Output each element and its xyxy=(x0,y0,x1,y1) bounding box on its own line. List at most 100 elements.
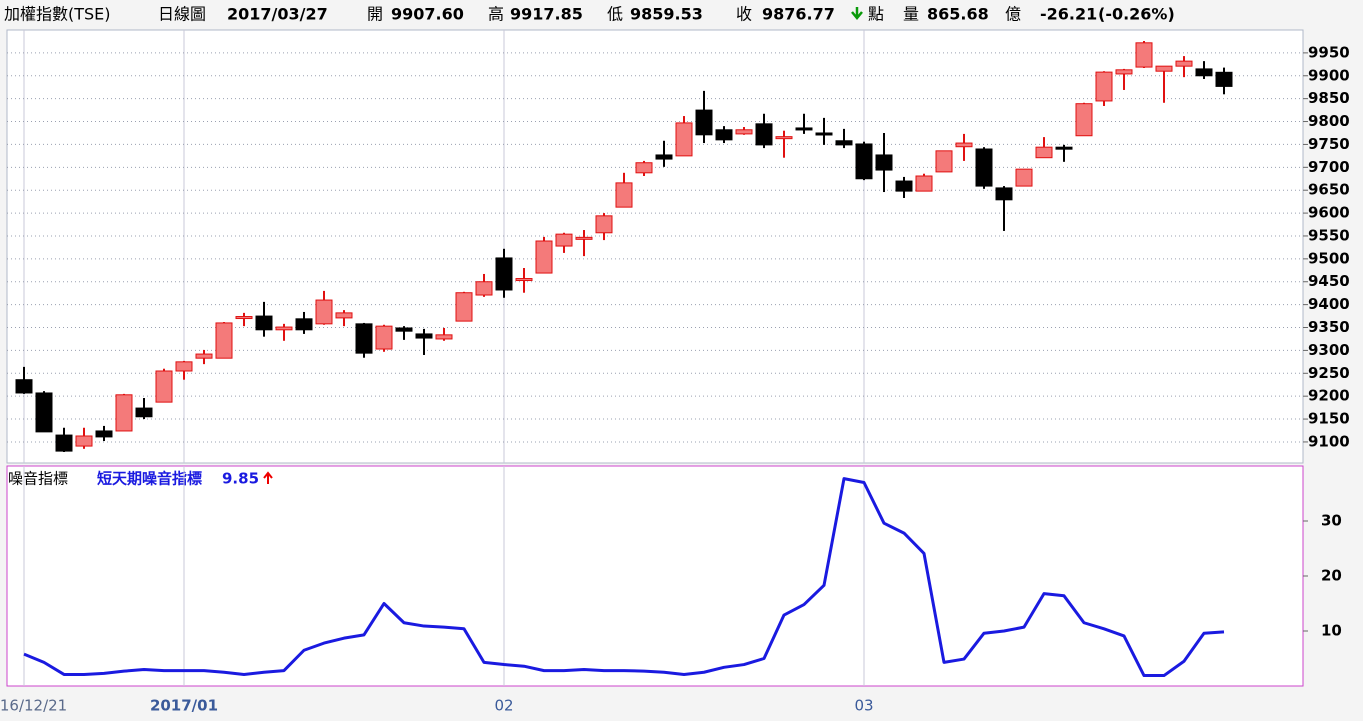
candle-body xyxy=(855,143,873,180)
candle-body xyxy=(155,370,173,403)
candle-body xyxy=(415,333,433,339)
candle-body xyxy=(175,361,193,372)
header-date: 2017/03/27 xyxy=(227,5,328,24)
down-arrow xyxy=(851,7,863,20)
candle-body xyxy=(255,315,273,331)
candle-body xyxy=(875,154,893,171)
field-value: 9876.77 xyxy=(762,5,835,24)
candle-body xyxy=(515,278,533,282)
field-label: 開 xyxy=(367,5,383,24)
candle-body xyxy=(995,187,1013,201)
candle-body xyxy=(215,322,233,359)
header: 加權指數(TSE) 日線圖 2017/03/27 開 9907.60 高 991… xyxy=(4,5,1175,24)
y-tick-label: 9150 xyxy=(1308,410,1350,428)
y-tick-label: 9950 xyxy=(1308,43,1350,61)
candle-body xyxy=(75,435,93,447)
y-tick-label: 9550 xyxy=(1308,226,1350,244)
y-tick-label: 9700 xyxy=(1308,158,1350,176)
candle-body xyxy=(495,257,513,291)
candle-body xyxy=(1135,42,1153,68)
y-tick-label: 9500 xyxy=(1308,249,1350,267)
candle-body xyxy=(1175,60,1193,67)
candle-body xyxy=(475,281,493,296)
candle-body xyxy=(395,327,413,332)
candle-body xyxy=(1015,168,1033,187)
y-tick-label: 9400 xyxy=(1308,295,1350,313)
y-tick-label: 9900 xyxy=(1308,66,1350,84)
candle-body xyxy=(935,150,953,173)
unit: 點 xyxy=(868,5,884,24)
candle-body xyxy=(295,318,313,331)
candle-body xyxy=(1195,68,1213,77)
x-tick-label: 02 xyxy=(494,697,513,715)
candle-body xyxy=(335,312,353,319)
candle-body xyxy=(655,154,673,160)
candle-body xyxy=(975,148,993,187)
y-tick-label: 20 xyxy=(1321,567,1342,585)
y-tick-label: 10 xyxy=(1321,622,1342,640)
candle-body xyxy=(1095,71,1113,102)
field-value: 9917.85 xyxy=(510,5,583,24)
candle-body xyxy=(35,392,53,433)
candle-body xyxy=(95,430,113,438)
y-tick-label: 9850 xyxy=(1308,89,1350,107)
header-title: 加權指數(TSE) xyxy=(4,5,111,24)
line-series xyxy=(23,477,1225,678)
field-label: 低 xyxy=(607,5,623,24)
change: -26.21 xyxy=(1040,5,1097,24)
candle-body xyxy=(555,233,573,247)
volume-label: 量 xyxy=(903,5,919,24)
candle-body xyxy=(455,292,473,322)
candle-body xyxy=(235,316,253,320)
candle-body xyxy=(355,323,373,354)
legend-label: 短天期噪音指標 xyxy=(97,470,202,488)
candle-body xyxy=(695,109,713,136)
volume: 865.68 xyxy=(927,5,989,24)
candle-body xyxy=(1215,71,1233,87)
legend-value: 9.85 xyxy=(222,470,259,488)
candle-body xyxy=(375,325,393,350)
candle-body xyxy=(1055,146,1073,150)
price-panel xyxy=(6,29,1304,464)
candle-body xyxy=(195,353,213,359)
volume-unit: 億 xyxy=(1005,5,1021,24)
candle-body xyxy=(55,434,73,452)
candle-body xyxy=(755,123,773,146)
candle-body xyxy=(595,215,613,234)
candle-body xyxy=(435,334,453,340)
y-tick-label: 9650 xyxy=(1308,181,1350,199)
header-period: 日線圖 xyxy=(158,5,206,24)
up-arrow xyxy=(263,471,273,484)
candle-body xyxy=(1035,146,1053,159)
candle-body xyxy=(835,140,853,146)
field-value: 9859.53 xyxy=(630,5,703,24)
candle-body xyxy=(615,182,633,208)
candle-body xyxy=(955,142,973,148)
candle-body xyxy=(535,240,553,274)
y-tick-label: 9800 xyxy=(1308,112,1350,130)
y-tick-label: 9600 xyxy=(1308,204,1350,222)
candle-body xyxy=(315,299,333,325)
candle-body xyxy=(15,379,33,394)
x-tick-label: 2016/12/21 xyxy=(0,697,67,715)
candle-body xyxy=(815,132,833,136)
candle-body xyxy=(1115,69,1133,75)
candle-body xyxy=(895,180,913,192)
y-tick-label: 9350 xyxy=(1308,318,1350,336)
change-pct: (-0.26%) xyxy=(1098,5,1175,24)
y-tick-label: 9450 xyxy=(1308,272,1350,290)
y-tick-label: 9750 xyxy=(1308,135,1350,153)
candle-body xyxy=(775,136,793,140)
y-tick-label: 9300 xyxy=(1308,341,1350,359)
y-tick-label: 30 xyxy=(1321,512,1342,530)
y-tick-label: 9100 xyxy=(1308,432,1350,450)
candle-body xyxy=(1075,103,1093,137)
candle-body xyxy=(115,394,133,432)
candle-body xyxy=(675,122,693,157)
x-tick-label: 2017/01 xyxy=(150,697,218,715)
indicator-panel xyxy=(6,465,1304,687)
indicator-title: 噪音指標 xyxy=(8,470,68,488)
y-tick-label: 9200 xyxy=(1308,387,1350,405)
